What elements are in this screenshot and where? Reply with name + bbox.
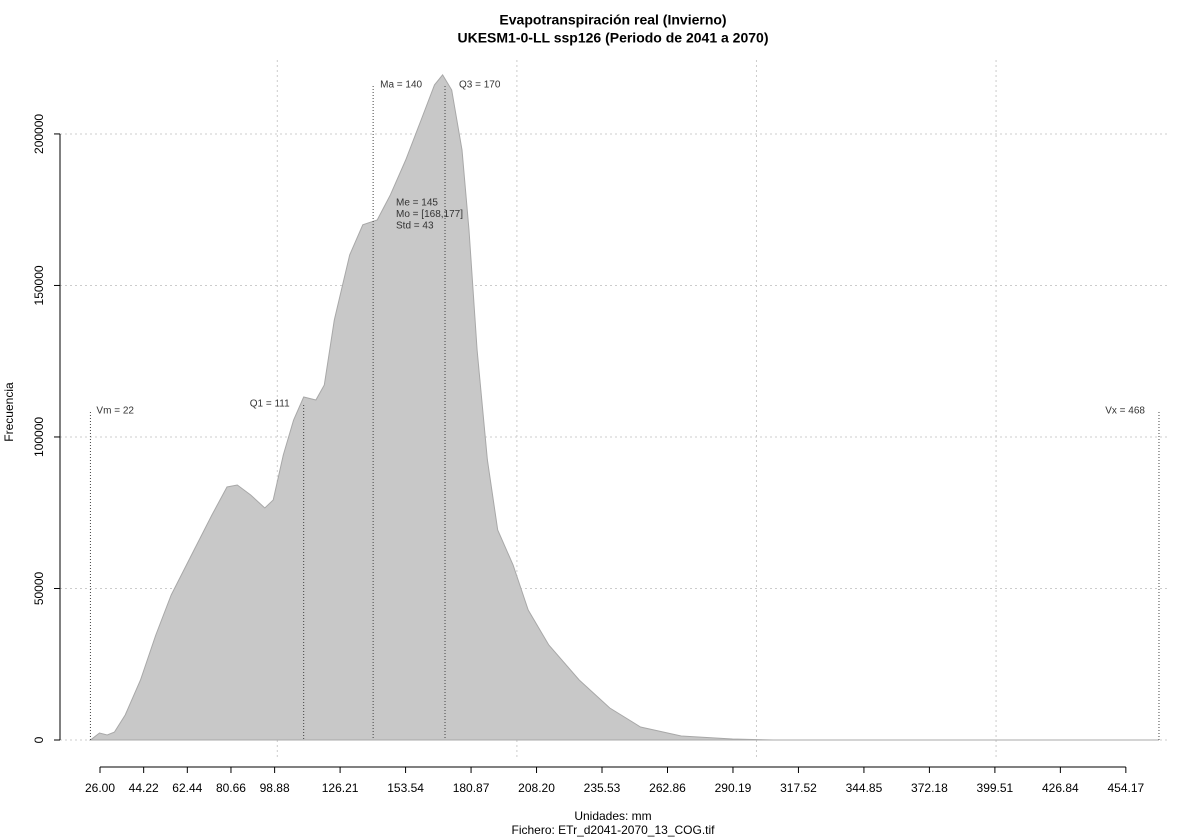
annotation-label: Ma = 140 xyxy=(380,80,422,91)
x-tick-label: 98.88 xyxy=(260,781,290,795)
annotation-label: Q1 = 111 xyxy=(250,399,290,410)
annotation-label: Q3 = 170 xyxy=(459,80,501,91)
x-axis-label: Unidades: mm xyxy=(574,809,651,823)
y-tick-label: 50000 xyxy=(32,571,46,605)
x-tick-label: 153.54 xyxy=(387,781,424,795)
annotation-label: Vx = 468 xyxy=(1105,406,1145,417)
y-tick-label: 150000 xyxy=(32,265,46,305)
x-tick-label: 399.51 xyxy=(977,781,1014,795)
stat-label: Mo = [168,177] xyxy=(396,209,463,220)
x-tick-label: 208.20 xyxy=(518,781,555,795)
y-axis-label: Frecuencia xyxy=(2,382,16,442)
x-tick-label: 62.44 xyxy=(172,781,202,795)
x-tick-label: 235.53 xyxy=(584,781,621,795)
y-tick-label: 200000 xyxy=(32,114,46,154)
x-tick-label: 26.00 xyxy=(85,781,115,795)
x-tick-label: 180.87 xyxy=(453,781,490,795)
y-tick-label: 100000 xyxy=(32,417,46,457)
x-tick-label: 80.66 xyxy=(216,781,246,795)
x-tick-label: 44.22 xyxy=(129,781,159,795)
x-tick-label: 262.86 xyxy=(649,781,686,795)
x-tick-label: 372.18 xyxy=(911,781,948,795)
density-area xyxy=(88,74,1159,741)
x-tick-label: 344.85 xyxy=(846,781,883,795)
footer: Fichero: ETr_d2041-2070_13_COG.tif xyxy=(512,823,716,837)
chart-title: Evapotranspiración real (Invierno) xyxy=(499,12,726,28)
y-tick-label: 0 xyxy=(32,736,46,743)
x-tick-label: 317.52 xyxy=(780,781,817,795)
x-tick-label: 426.84 xyxy=(1042,781,1079,795)
x-tick-label: 126.21 xyxy=(322,781,359,795)
x-tick-label: 454.17 xyxy=(1107,781,1144,795)
annotation-label: Vm = 22 xyxy=(96,406,134,417)
stat-label: Me = 145 xyxy=(396,198,438,209)
stat-label: Std = 43 xyxy=(396,221,434,232)
chart-subtitle: UKESM1-0-LL ssp126 (Periodo de 2041 a 20… xyxy=(458,30,769,46)
x-tick-label: 290.19 xyxy=(715,781,752,795)
